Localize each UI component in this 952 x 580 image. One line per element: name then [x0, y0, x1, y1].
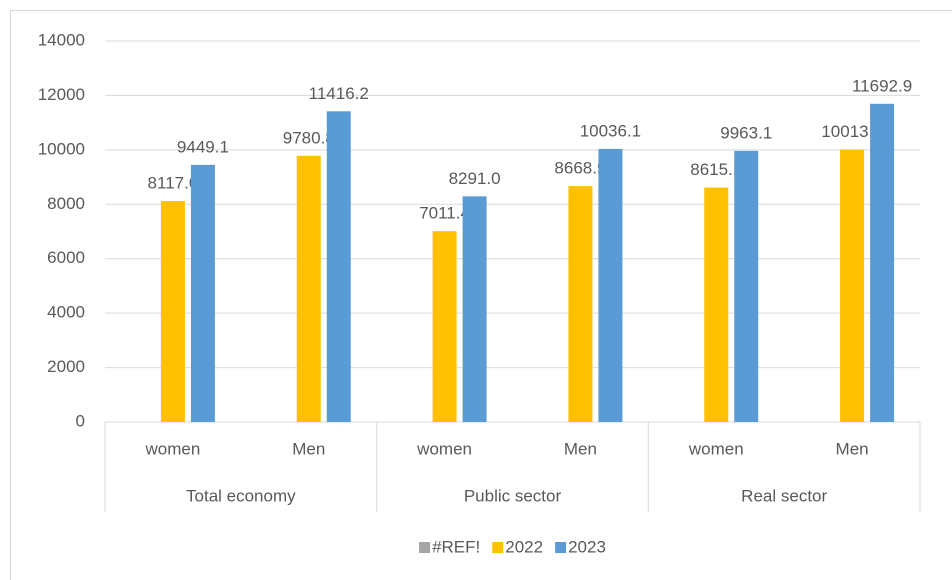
legend-swatch	[492, 542, 504, 553]
x-tick-label: women	[688, 439, 744, 458]
bar	[598, 148, 623, 423]
legend-swatch	[419, 542, 431, 553]
bar	[296, 155, 321, 422]
value-label: 8291.0	[449, 169, 501, 188]
bar	[568, 186, 593, 422]
value-label: 8668.9	[554, 159, 606, 178]
x-tick-label: Men	[836, 439, 869, 458]
legend-swatch	[555, 542, 567, 553]
x-tick-label: Men	[292, 439, 325, 458]
bar	[704, 187, 729, 422]
legend-label: 2023	[568, 537, 606, 556]
x-tick-label: women	[145, 439, 201, 458]
bar	[432, 231, 457, 422]
y-tick-label: 14000	[38, 30, 85, 49]
bar	[160, 201, 185, 422]
group-label: Total economy	[186, 486, 296, 505]
value-label: 11692.9	[852, 76, 912, 95]
x-tick-label: women	[416, 439, 472, 458]
legend-label: 2022	[505, 537, 543, 556]
y-tick-label: 0	[76, 411, 85, 430]
y-tick-label: 6000	[47, 248, 85, 267]
bar	[326, 111, 351, 422]
value-label: 7011.4	[419, 204, 470, 223]
legend-label: #REF!	[432, 537, 480, 556]
group-label: Real sector	[741, 486, 827, 505]
y-tick-label: 12000	[38, 85, 85, 104]
bar	[840, 149, 865, 422]
value-label: 9780.8	[283, 128, 335, 147]
value-label: 9449.1	[177, 137, 229, 156]
bar	[734, 150, 759, 423]
y-tick-label: 10000	[38, 139, 85, 158]
value-label: 10036.1	[580, 121, 641, 140]
y-tick-label: 2000	[47, 357, 85, 376]
value-label: 10013.4	[821, 122, 882, 141]
value-label: 8117.0	[148, 174, 199, 193]
bar	[462, 196, 487, 422]
y-tick-label: 8000	[47, 194, 85, 213]
bar	[190, 164, 215, 422]
x-tick-label: Men	[564, 439, 597, 458]
group-label: Public sector	[464, 486, 562, 505]
value-label: 11416.2	[309, 84, 369, 103]
y-tick-label: 4000	[47, 303, 85, 322]
value-label: 8615.1	[690, 160, 742, 179]
value-label: 9963.1	[720, 123, 772, 142]
bar	[870, 103, 895, 423]
